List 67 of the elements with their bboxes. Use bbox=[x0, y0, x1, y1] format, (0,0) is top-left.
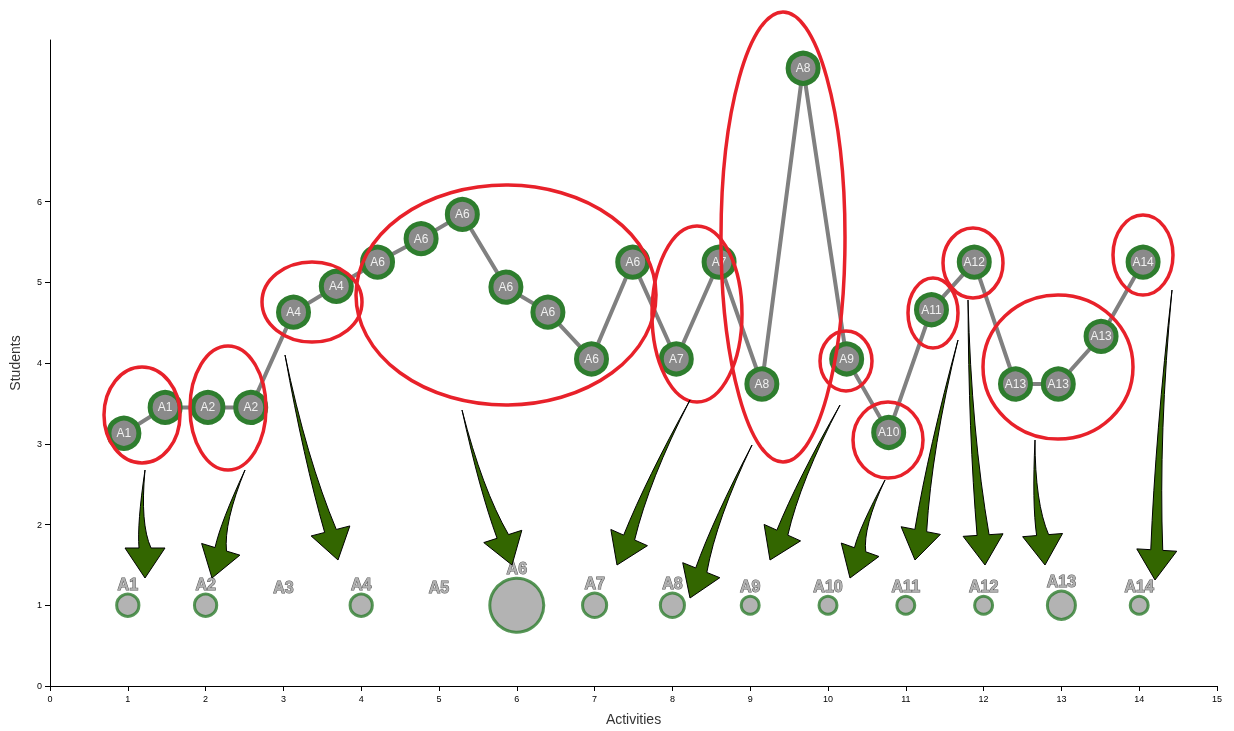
data-label: A6 bbox=[540, 305, 556, 320]
data-label: A4 bbox=[328, 279, 344, 294]
annotation: A13 bbox=[1046, 572, 1077, 590]
data-label: A6 bbox=[370, 255, 386, 270]
data-label: A7 bbox=[668, 351, 684, 366]
data-label: A6 bbox=[584, 351, 600, 366]
data-label: A6 bbox=[498, 280, 514, 295]
annotation: A12 bbox=[968, 577, 999, 595]
x-tick-label: 9 bbox=[747, 693, 753, 704]
data-label: A1 bbox=[116, 426, 132, 441]
y-tick-label: 4 bbox=[36, 358, 42, 368]
annotation: A6 bbox=[506, 559, 528, 577]
x-axis-title: Activities bbox=[605, 711, 662, 727]
annotation: A8 bbox=[662, 574, 683, 592]
x-tick-label: 0 bbox=[47, 693, 53, 704]
annotation: A4 bbox=[350, 575, 372, 593]
x-tick-label: 2 bbox=[203, 693, 209, 704]
data-label: A14 bbox=[1132, 255, 1155, 270]
x-tick-label: 14 bbox=[1134, 693, 1145, 704]
point bbox=[658, 341, 694, 377]
y-tick-label: 0 bbox=[36, 681, 42, 691]
x-tick-label: 15 bbox=[1211, 693, 1223, 704]
data-label: A11 bbox=[921, 302, 943, 317]
x-tick-label: 1 bbox=[125, 693, 131, 704]
annotation: A10 bbox=[813, 577, 843, 595]
data-label: A8 bbox=[795, 61, 811, 76]
x-tick-label: 7 bbox=[592, 693, 598, 704]
y-tick-label: 1 bbox=[36, 600, 42, 611]
x-tick-label: 6 bbox=[514, 693, 520, 704]
x-tick-label: 3 bbox=[280, 693, 286, 704]
data-label: A2 bbox=[243, 400, 259, 415]
data-label: A2 bbox=[200, 400, 216, 415]
annotation: A3 bbox=[273, 578, 294, 596]
annotation: A7 bbox=[584, 574, 605, 592]
point bbox=[785, 50, 821, 86]
y-axis-title: Students bbox=[7, 335, 23, 391]
x-tick-label: 8 bbox=[669, 693, 675, 704]
data-label: A13 bbox=[1004, 376, 1027, 391]
annotation: A2 bbox=[195, 575, 216, 593]
annotation: A11 bbox=[891, 577, 921, 595]
annotation: A14 bbox=[1124, 577, 1154, 595]
data-label: A13 bbox=[1047, 376, 1070, 391]
point bbox=[444, 196, 480, 232]
x-tick-label: 11 bbox=[901, 693, 911, 704]
data-label: A6 bbox=[413, 231, 429, 246]
x-tick-label: 10 bbox=[822, 693, 834, 704]
point bbox=[403, 221, 439, 257]
data-label: A13 bbox=[1090, 329, 1113, 344]
x-tick-label: 4 bbox=[358, 693, 364, 704]
data-label: A8 bbox=[754, 376, 770, 391]
annotation: A9 bbox=[739, 577, 761, 595]
data-label: A1 bbox=[157, 400, 173, 415]
annotation: A5 bbox=[428, 578, 450, 596]
data-label: A6 bbox=[625, 255, 641, 270]
x-tick-label: 13 bbox=[1056, 693, 1067, 704]
annotation: A1 bbox=[117, 575, 139, 593]
x-tick-label: 5 bbox=[436, 693, 442, 704]
data-label: A4 bbox=[286, 305, 302, 320]
y-tick-label: 5 bbox=[36, 277, 42, 288]
data-label: A6 bbox=[455, 207, 470, 222]
data-label: A12 bbox=[963, 255, 986, 270]
data-label: A10 bbox=[878, 425, 900, 440]
y-tick-label: 3 bbox=[36, 438, 42, 449]
data-label: A9 bbox=[839, 351, 855, 366]
y-tick-label: 6 bbox=[36, 196, 42, 207]
x-tick-label: 12 bbox=[978, 693, 989, 704]
y-tick-label: 2 bbox=[36, 519, 42, 530]
